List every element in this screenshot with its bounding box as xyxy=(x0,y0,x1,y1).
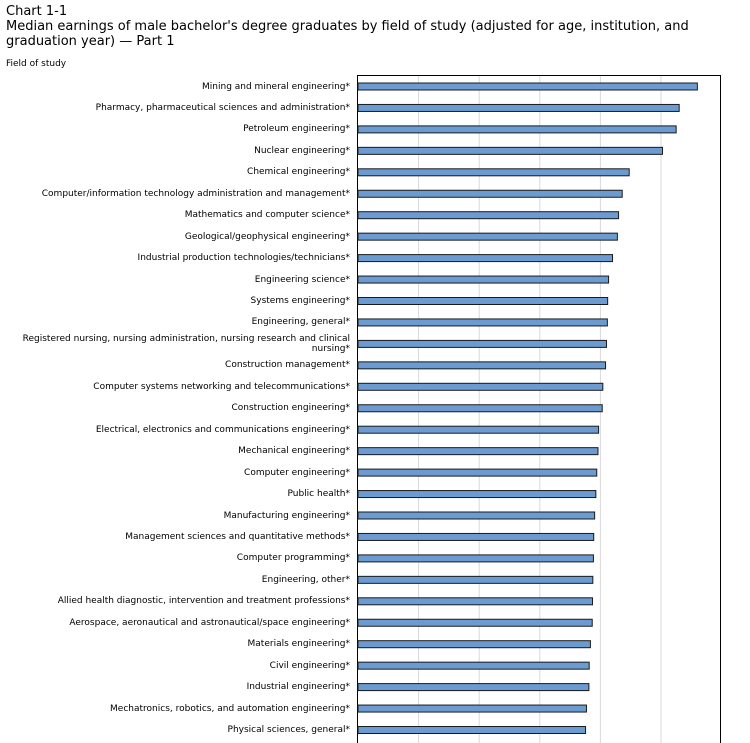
category-label: Mining and mineral engineering* xyxy=(202,81,350,92)
category-label: Electrical, electronics and communicatio… xyxy=(95,424,350,435)
category-label: Mathematics and computer science* xyxy=(184,210,350,221)
category-label: Public health* xyxy=(287,489,351,500)
bar xyxy=(357,146,664,155)
bar xyxy=(357,339,607,348)
category-label: Engineering, other* xyxy=(261,574,350,585)
bar xyxy=(357,447,599,456)
bar xyxy=(357,254,614,263)
bar xyxy=(357,597,594,606)
bar xyxy=(357,211,620,220)
bar xyxy=(357,382,604,391)
category-label: Pharmacy, pharmaceutical sciences and ad… xyxy=(95,102,350,113)
bar xyxy=(357,532,595,541)
category-label: Geological/geophysical engineering* xyxy=(184,231,350,242)
plot-frame xyxy=(357,75,721,743)
chart-number: Chart 1-1 xyxy=(6,4,68,19)
bar xyxy=(357,468,598,477)
bar xyxy=(357,704,587,713)
category-label: Allied health diagnostic, intervention a… xyxy=(57,596,350,607)
category-label: Computer programming* xyxy=(236,553,350,564)
category-label: Chemical engineering* xyxy=(247,167,350,178)
category-label: Aerospace, aeronautical and astronautica… xyxy=(69,617,350,628)
bar xyxy=(357,297,609,305)
category-label: Management sciences and quantitative met… xyxy=(125,531,350,542)
category-label: Mechatronics, robotics, and automation e… xyxy=(110,703,350,714)
category-label: Materials engineering* xyxy=(247,639,350,650)
bar xyxy=(357,82,698,91)
bar xyxy=(357,490,597,499)
category-label: Industrial production technologies/techn… xyxy=(137,253,350,264)
bar xyxy=(357,618,593,627)
category-label: Construction management* xyxy=(225,360,350,371)
category-label: Petroleum engineering* xyxy=(243,124,350,135)
bar xyxy=(357,168,630,177)
bar xyxy=(357,125,677,134)
bar xyxy=(357,554,594,563)
category-label: Computer engineering* xyxy=(244,467,350,478)
category-label: Nuclear engineering* xyxy=(254,145,350,156)
bar xyxy=(357,103,680,112)
category-label: Physical sciences, general* xyxy=(227,725,350,735)
category-label: Computer/information technology administ… xyxy=(41,188,350,199)
bar xyxy=(357,318,608,327)
category-label: Computer systems networking and telecomm… xyxy=(93,381,350,392)
category-label: Mechanical engineering* xyxy=(238,446,350,457)
category-label: Civil engineering* xyxy=(269,660,350,671)
bar xyxy=(357,404,603,413)
category-label: Registered nursing, nursing administrati… xyxy=(22,333,350,354)
y-axis-label: Field of study xyxy=(6,59,67,69)
bar xyxy=(357,425,600,434)
bar xyxy=(357,275,610,284)
bar xyxy=(357,511,596,520)
bar xyxy=(357,683,590,692)
category-label: Engineering science* xyxy=(254,274,350,285)
bar xyxy=(357,361,607,370)
chart-title: Median earnings of male bachelor's degre… xyxy=(6,19,689,49)
bar xyxy=(357,189,623,198)
bar xyxy=(357,232,618,241)
category-label: Manufacturing engineering* xyxy=(223,510,350,521)
category-label: Engineering, general* xyxy=(251,317,350,328)
bar xyxy=(357,640,591,649)
category-label: Industrial engineering* xyxy=(246,682,350,693)
category-label: Systems engineering* xyxy=(250,296,350,306)
bar xyxy=(357,726,587,734)
bar xyxy=(357,661,590,670)
category-label: Construction engineering* xyxy=(231,403,350,414)
bar xyxy=(357,575,594,584)
